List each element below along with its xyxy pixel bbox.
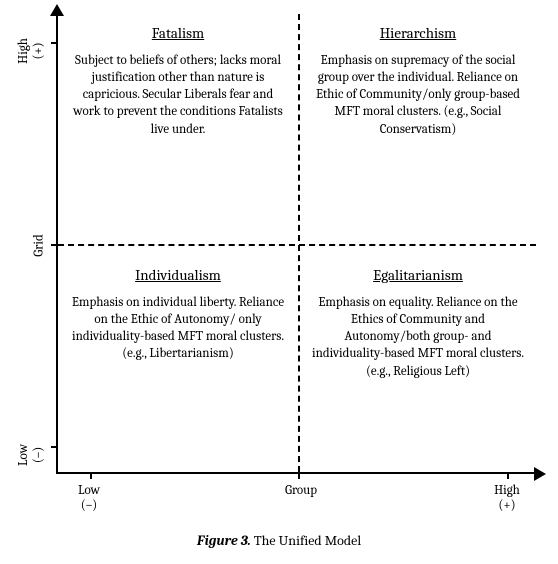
y-label-high-text: High (16, 38, 31, 64)
y-axis-title: Grid (33, 225, 48, 265)
quadrant-body: Emphasis on individual liberty. Reliance… (68, 294, 288, 363)
x-label-low-sub: (–) (81, 498, 97, 513)
figure-caption-text: The Unified Model (254, 532, 361, 549)
x-label-low-text: Low (78, 483, 100, 498)
x-label-high-text: High (494, 483, 520, 498)
quadrant-body: Emphasis on supremacy of the social grou… (308, 52, 528, 138)
y-label-high: High (+) (17, 31, 47, 71)
quadrant-body: Emphasis on equality. Reliance on the Et… (308, 294, 528, 380)
quadrant-hierarchism: Hierarchism Emphasis on supremacy of the… (298, 14, 538, 244)
y-label-low: Low (–) (17, 435, 47, 475)
quadrant-egalitarianism: Egalitarianism Emphasis on equality. Rel… (298, 244, 538, 474)
figure-caption: Figure 3. The Unified Model (0, 532, 558, 549)
plot-area: Fatalism Subject to beliefs of others; l… (56, 14, 536, 474)
x-label-high-sub: (+) (498, 498, 515, 513)
x-axis-title: Group (276, 484, 326, 499)
quadrant-title: Egalitarianism (308, 266, 528, 284)
quadrant-title: Individualism (68, 266, 288, 284)
y-label-low-text: Low (16, 444, 31, 466)
quadrant-individualism: Individualism Emphasis on individual lib… (58, 244, 298, 474)
y-axis-arrow-icon (50, 4, 64, 16)
x-tick-high (507, 472, 509, 479)
quadrant-fatalism: Fatalism Subject to beliefs of others; l… (58, 14, 298, 244)
y-tick-low (51, 446, 58, 448)
y-tick-mid (51, 244, 58, 246)
x-axis-arrow-icon (534, 467, 546, 481)
figure-caption-label: Figure 3. (197, 532, 251, 549)
x-tick-low (90, 472, 92, 479)
x-tick-mid (298, 472, 300, 479)
y-tick-high (51, 42, 58, 44)
quadrant-title: Hierarchism (308, 24, 528, 42)
quadrant-title: Fatalism (68, 24, 288, 42)
quadrant-body: Subject to beliefs of others; lacks mora… (68, 52, 288, 138)
y-label-high-sub: (+) (31, 42, 46, 59)
y-label-low-sub: (–) (31, 447, 46, 463)
x-label-high: High (+) (482, 484, 532, 514)
x-label-low: Low (–) (64, 484, 114, 514)
